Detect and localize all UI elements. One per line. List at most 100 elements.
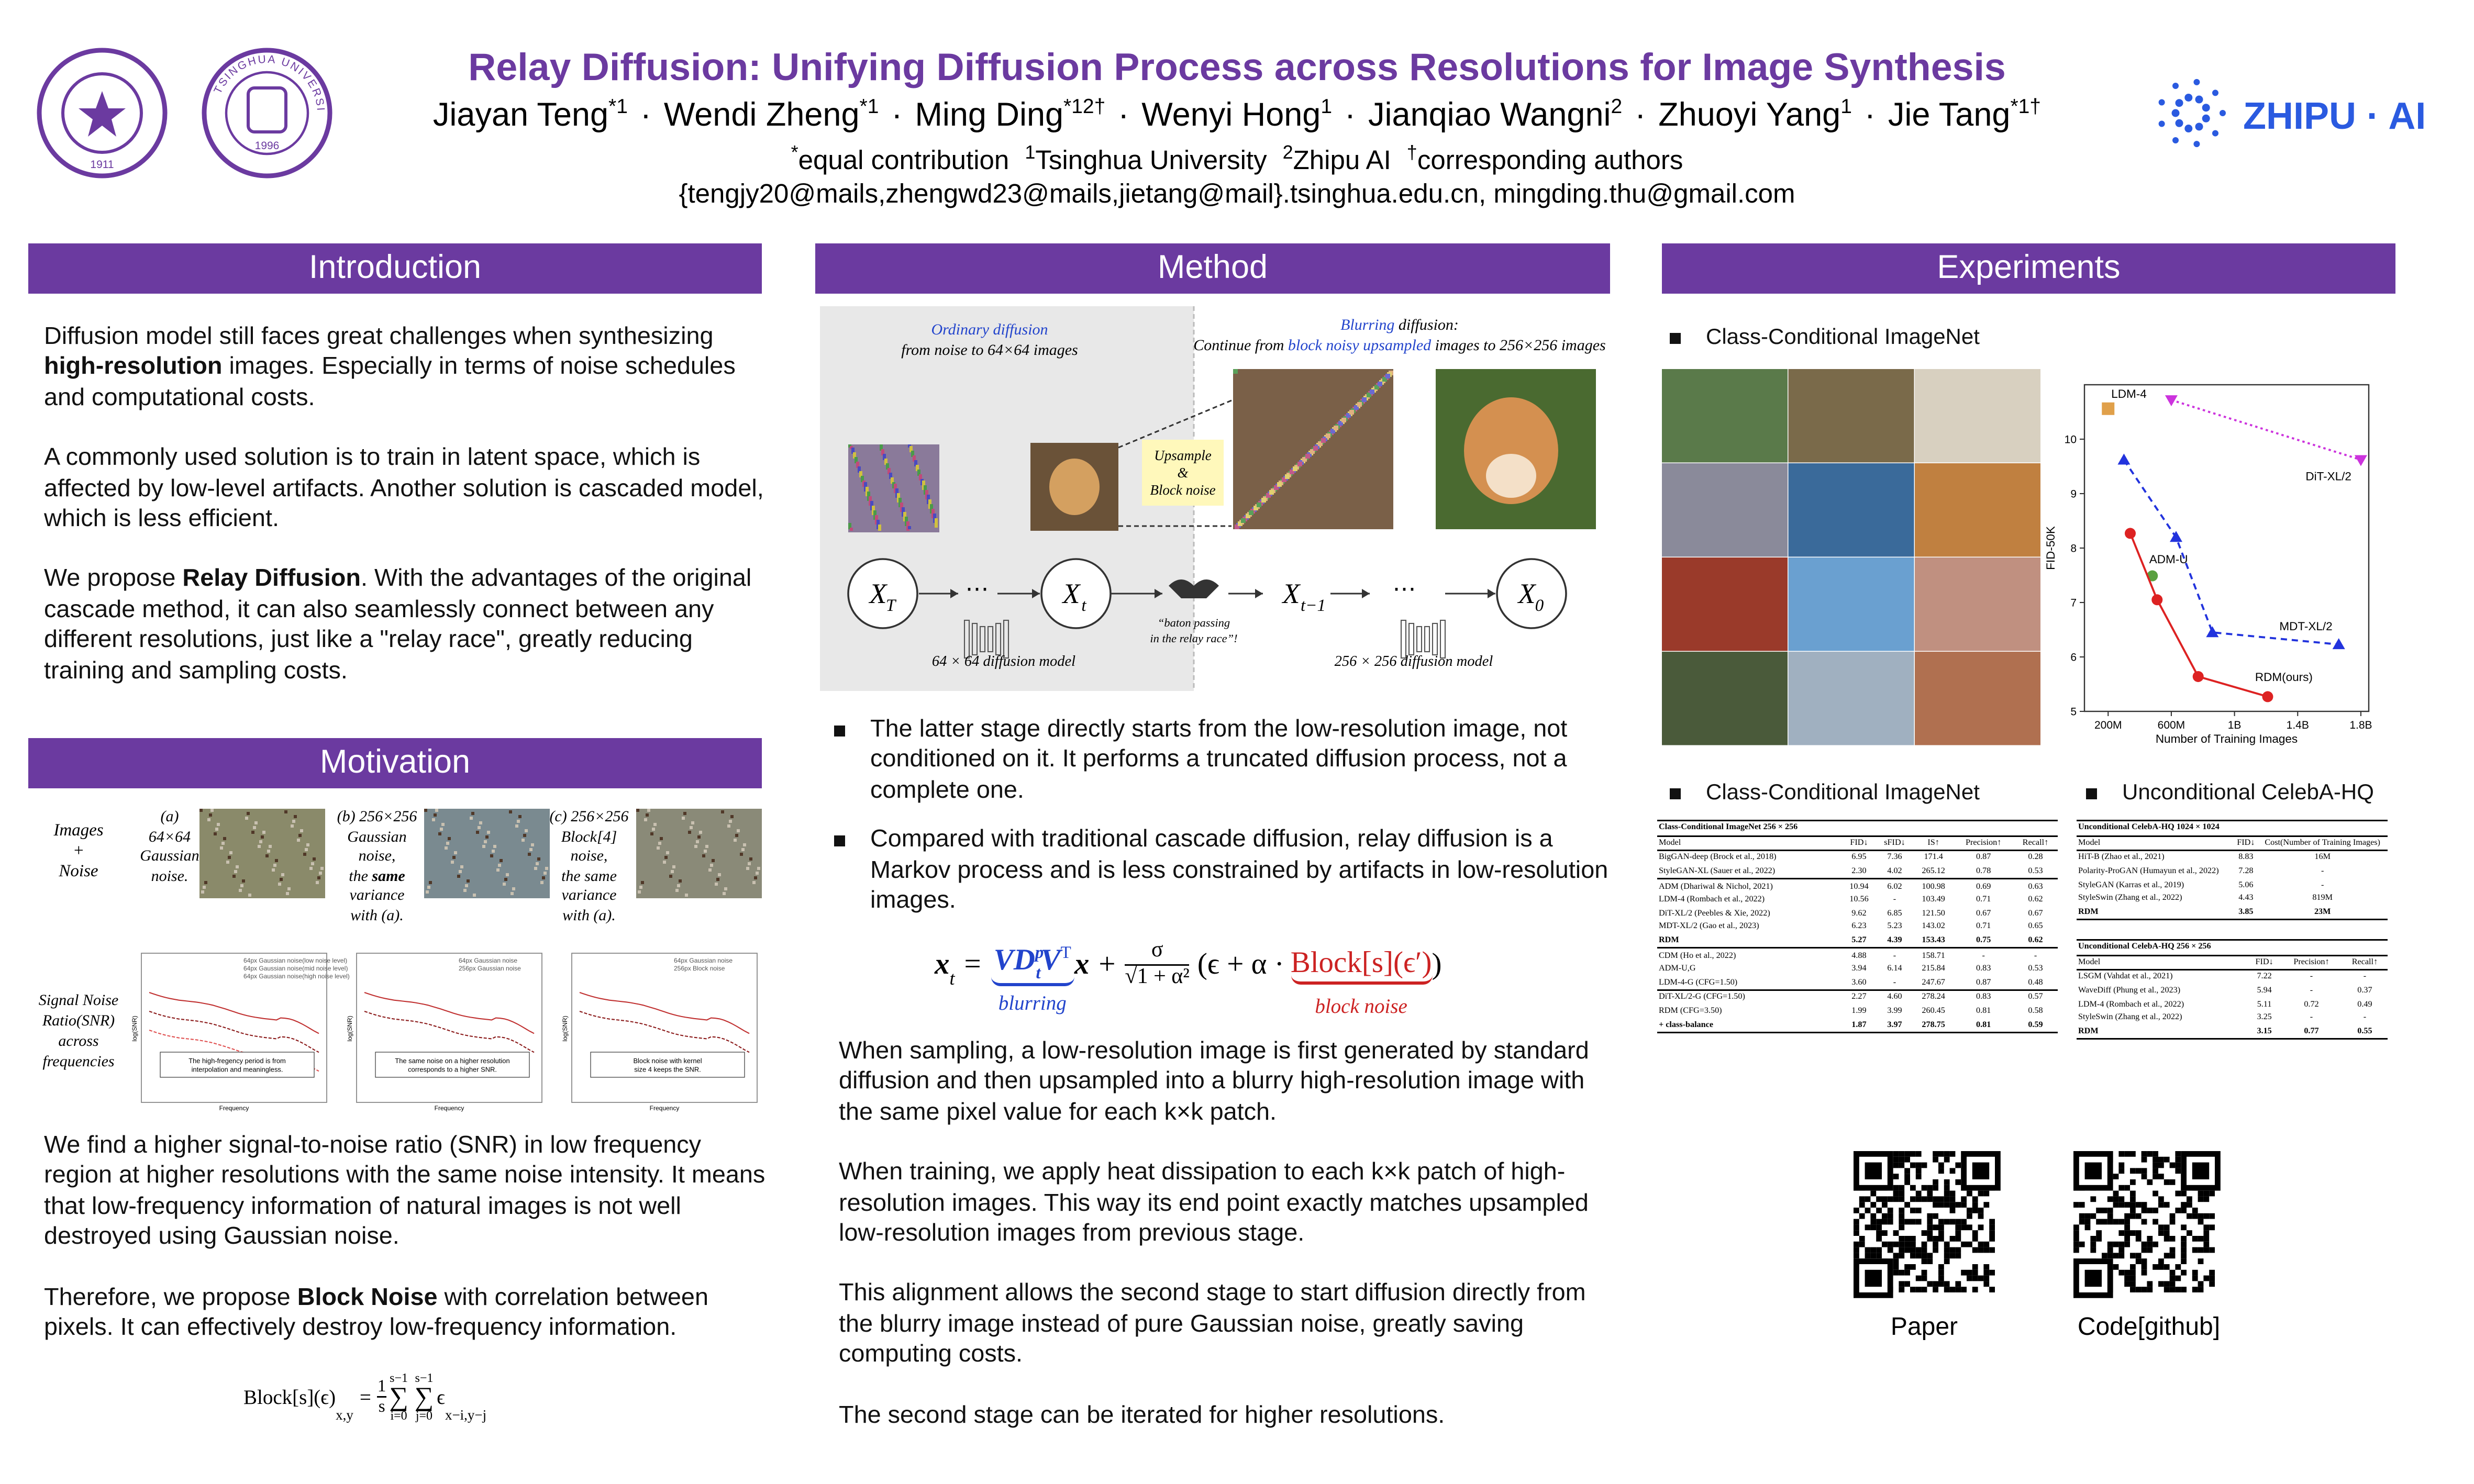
cell: 7.36 <box>1887 853 1902 863</box>
noise <box>269 845 272 848</box>
noise <box>1293 466 1297 471</box>
noise <box>545 867 548 870</box>
qr-module <box>2153 1162 2158 1168</box>
text-run: We find a higher signal-to-noise ratio (… <box>44 1132 766 1251</box>
qr-codes <box>1853 1151 2221 1298</box>
header-row: Model FID↓ Precision↑ Recall↑ <box>2077 955 2388 970</box>
table-row: StyleSwin (Zhang et al., 2022) 4.43 819M <box>2077 892 2388 906</box>
qr-module <box>2135 1202 2142 1208</box>
qr-module <box>2158 1174 2164 1179</box>
noise <box>712 859 715 862</box>
noise <box>905 517 908 520</box>
cell: 1.87 <box>1851 1020 1867 1030</box>
noise <box>309 867 313 870</box>
table-title-row: Unconditional CelebA-HQ 1024 × 1024 <box>2077 821 2388 836</box>
noise <box>543 872 547 875</box>
qr-module <box>1944 1185 1950 1191</box>
emphasis: Relay Diffusion <box>182 566 361 593</box>
qr-module <box>1921 1275 1927 1281</box>
noise <box>319 872 322 875</box>
seal-inner <box>61 72 143 154</box>
qr-module <box>2141 1258 2147 1264</box>
qr-module <box>2164 1230 2170 1236</box>
cell: 3.15 <box>2257 1026 2272 1036</box>
qr-module <box>1859 1196 1865 1202</box>
qr-module <box>2158 1281 2164 1287</box>
emblem-year: 1996 <box>255 140 280 152</box>
qr-module <box>1882 1241 1888 1247</box>
cell: - <box>1893 895 1896 905</box>
upsample-box <box>1142 440 1224 506</box>
point <box>2165 395 2178 407</box>
noise <box>1302 457 1307 462</box>
qr-module <box>1910 1185 1916 1191</box>
series-label: LDM-4 <box>2111 387 2147 400</box>
qr-module <box>1938 1202 1944 1208</box>
cell: - <box>2310 973 2313 983</box>
noise <box>470 817 473 820</box>
qr-module <box>1955 1281 1961 1287</box>
cell: 0.55 <box>2357 1026 2372 1036</box>
qr-module <box>1915 1151 1922 1157</box>
emphasis: Block Noise <box>297 1284 438 1311</box>
qr-module <box>1933 1213 1938 1219</box>
qr-module <box>1904 1241 1910 1247</box>
qr-module <box>1927 1224 1933 1231</box>
noise <box>531 843 534 846</box>
noise <box>473 894 476 897</box>
qr-module <box>1967 1213 1972 1219</box>
table-row: DiT-XL/2 (Peebles & Xie, 2022) 9.62 6.85 12… <box>1657 907 2058 921</box>
qr-module <box>2130 1213 2136 1219</box>
qr-module <box>1967 1208 1972 1213</box>
bullet-list: Class-Conditional ImageNet <box>1665 322 1980 371</box>
text-run: Block[4] <box>561 828 617 846</box>
qr-module <box>1938 1224 1944 1231</box>
cell: MDT-XL/2 (Gao et al., 2023) <box>1659 922 1759 932</box>
noise <box>429 881 432 884</box>
caption-line: with (a). <box>330 907 424 927</box>
qr-module <box>1893 1241 1899 1247</box>
qr-module <box>2203 1213 2210 1219</box>
qr-module <box>1915 1287 1922 1292</box>
qr-module <box>1961 1196 1967 1202</box>
qr-module <box>1972 1269 1978 1276</box>
zhipu-dot <box>2193 141 2200 148</box>
qr-module <box>1933 1185 1938 1191</box>
emphasis: diffusion <box>989 321 1048 338</box>
block-label: block noise <box>1315 993 1407 1017</box>
qr-module <box>2169 1253 2176 1259</box>
noise <box>465 884 468 887</box>
formula-close: ) <box>1432 947 1442 981</box>
qr-module <box>1870 1224 1877 1231</box>
qr-module <box>2141 1247 2147 1253</box>
node <box>1496 558 1567 629</box>
zhipu-dot <box>2175 119 2183 127</box>
noise <box>424 809 427 812</box>
qr-module <box>2096 1230 2102 1236</box>
qr-module <box>2141 1202 2147 1208</box>
qr-module <box>1915 1275 1922 1281</box>
series-label: ADM-U <box>2149 553 2188 566</box>
noise <box>1374 385 1379 389</box>
seal-star <box>79 91 126 137</box>
noise <box>209 813 212 817</box>
noise <box>690 826 693 829</box>
qr-module <box>1983 1247 1990 1253</box>
noise <box>911 451 914 454</box>
qr-module <box>2153 1151 2158 1157</box>
noise <box>426 890 429 894</box>
noise <box>716 878 719 881</box>
table-title: Unconditional CelebA-HQ 256 × 256 <box>2078 942 2211 952</box>
qr-module <box>1910 1241 1916 1247</box>
cell: 103.49 <box>1922 895 1945 905</box>
row-label: + <box>73 841 84 860</box>
noise <box>217 823 220 826</box>
title: Relay Diffusion: Unifying Diffusion Proc… <box>468 47 2006 90</box>
qr-module <box>1870 1190 1877 1197</box>
noise <box>859 471 862 474</box>
qr-module <box>2158 1224 2164 1231</box>
noise <box>880 444 883 448</box>
qr-module <box>1876 1196 1882 1202</box>
cell: 6.14 <box>1887 964 1902 974</box>
point <box>2206 626 2219 638</box>
